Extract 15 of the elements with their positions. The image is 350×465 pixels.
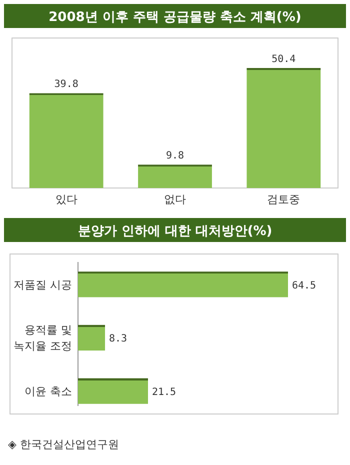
- data-label: 9.8: [166, 150, 184, 162]
- chart-title: 2008년 이후 주택 공급물량 축소 계획(%): [48, 10, 302, 25]
- y-tick-label: 용적률 및 녹지율 조정: [14, 324, 72, 353]
- x-tick-label: 있다: [55, 193, 78, 206]
- data-label: 21.5: [152, 387, 176, 398]
- data-label: 50.4: [272, 54, 296, 65]
- x-tick-label: 검토중: [267, 193, 300, 206]
- y-tick-label: 저품질 시공: [14, 278, 72, 292]
- chart-title: 분양가 인하에 대한 대처방안(%): [78, 224, 272, 239]
- y-tick-label: 이윤 축소: [24, 385, 72, 398]
- data-label: 8.3: [109, 334, 128, 345]
- x-tick-label: 없다: [164, 193, 186, 206]
- data-label: 39.8: [54, 79, 78, 90]
- text: ◈ 한국건설산업연구원: [8, 438, 119, 451]
- data-label: 64.5: [292, 280, 316, 292]
